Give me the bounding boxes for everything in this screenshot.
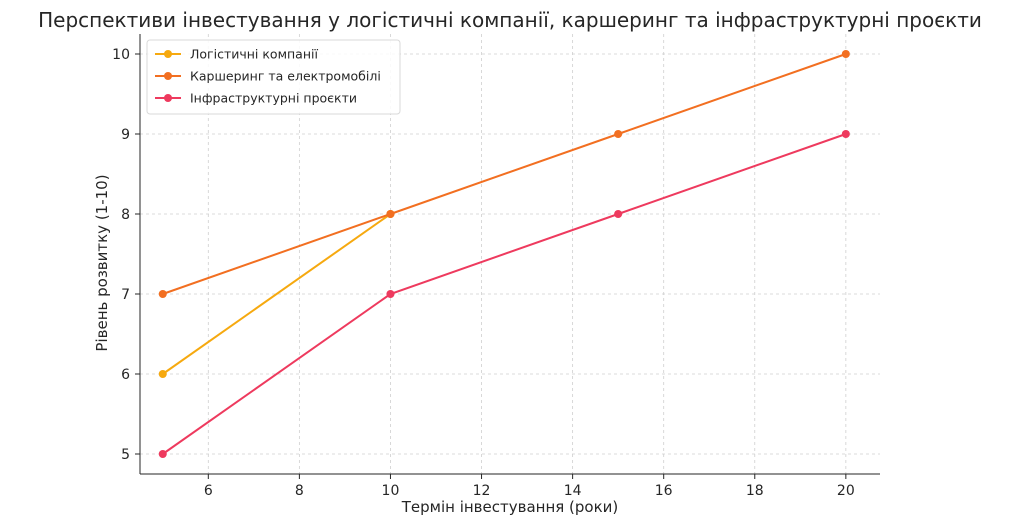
series-line-2 <box>162 53 847 295</box>
series-line-1 <box>162 213 392 375</box>
x-tick-label: 8 <box>295 483 304 499</box>
x-tick-label: 6 <box>204 483 213 499</box>
data-point <box>158 450 167 458</box>
data-point <box>386 210 395 218</box>
y-tick-label: 6 <box>121 367 130 383</box>
x-tick-label: 18 <box>746 483 764 499</box>
data-point <box>841 50 850 58</box>
data-point <box>614 210 623 218</box>
legend-swatch-marker <box>164 94 172 102</box>
axes: 6 8 10 12 14 16 18 20 5 6 7 8 9 10 <box>112 34 880 499</box>
x-axis-label: Термін інвестування (роки) <box>401 498 619 516</box>
legend-swatch-marker <box>164 50 172 58</box>
y-tick-label: 8 <box>121 207 130 223</box>
data-point <box>386 290 395 298</box>
legend-entry: Каршеринг та електромобілі <box>190 69 381 84</box>
y-tick-label: 10 <box>112 47 130 63</box>
series-layer <box>158 50 850 458</box>
legend-entry: Інфраструктурні проєкти <box>190 91 357 106</box>
y-tick-label: 9 <box>121 127 130 143</box>
data-point <box>158 370 167 378</box>
legend-swatch-marker <box>164 72 172 80</box>
data-point <box>614 130 623 138</box>
legend-box <box>146 39 401 115</box>
y-axis-label: Рівень розвитку (1-10) <box>93 174 111 351</box>
chart-title: Перспективи інвестування у логістичні ко… <box>38 8 982 32</box>
data-point <box>158 290 167 298</box>
x-tick-label: 16 <box>655 483 673 499</box>
series-line-3 <box>162 133 847 455</box>
data-point <box>841 130 850 138</box>
x-tick-label: 14 <box>564 483 582 499</box>
x-tick-label: 12 <box>473 483 491 499</box>
x-tick-label: 10 <box>382 483 400 499</box>
y-tick-label: 5 <box>121 447 130 463</box>
legend: Логістичні компанії Каршеринг та електром… <box>146 39 401 115</box>
x-tick-label: 20 <box>837 483 855 499</box>
legend-entry: Логістичні компанії <box>190 47 318 62</box>
y-tick-label: 7 <box>121 287 130 303</box>
